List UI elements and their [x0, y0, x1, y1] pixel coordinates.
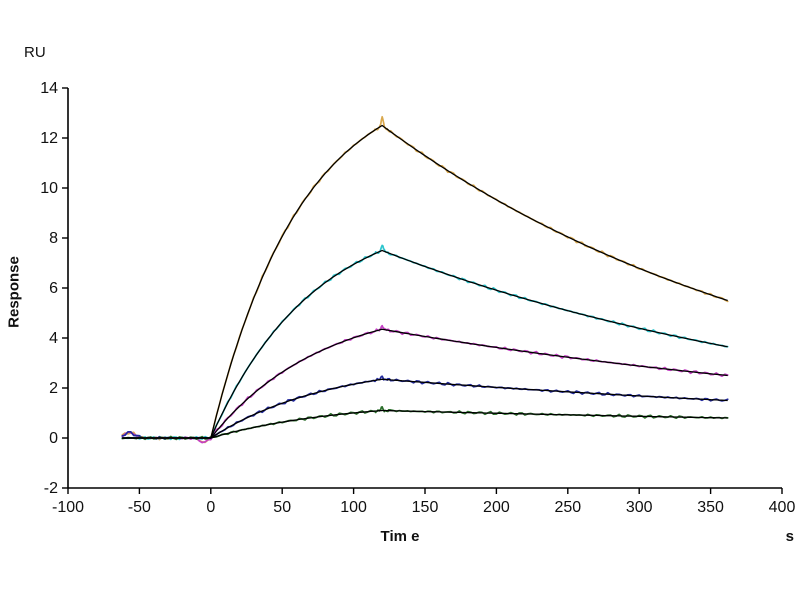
y-tick-label: 14	[40, 80, 58, 97]
x-tick-label: 400	[769, 499, 796, 516]
y-tick-label: 0	[49, 430, 58, 447]
x-tick-label: -100	[52, 499, 84, 516]
x-tick-label: 200	[483, 499, 510, 516]
y-tick-label: 10	[40, 180, 58, 197]
y-axis-title: Response	[5, 256, 23, 328]
y-tick-label: 8	[49, 230, 58, 247]
x-axis-title: Tim e	[380, 528, 420, 545]
x-tick-label: 0	[206, 499, 215, 516]
response-units-label: RU	[24, 44, 46, 61]
trace-series-1	[121, 115, 729, 444]
x-tick-label: 300	[626, 499, 653, 516]
y-tick-label: 4	[49, 330, 58, 347]
x-tick-label: 100	[340, 499, 367, 516]
fit-series-3	[122, 328, 728, 439]
trace-series-2	[121, 244, 729, 441]
fit-series-5	[122, 409, 728, 439]
x-tick-label: 150	[412, 499, 439, 516]
fit-series-4	[122, 378, 728, 439]
y-tick-label: -2	[44, 480, 58, 497]
y-tick-label: 2	[49, 380, 58, 397]
fit-series-1	[122, 124, 728, 439]
x-axis-unit: s	[785, 528, 794, 545]
fit-series-2	[122, 249, 728, 439]
x-tick-label: -50	[128, 499, 151, 516]
x-tick-label: 350	[697, 499, 724, 516]
y-tick-label: 12	[40, 130, 58, 147]
y-tick-label: 6	[49, 280, 58, 297]
trace-series-3	[121, 324, 729, 444]
x-tick-label: 50	[273, 499, 291, 516]
x-tick-label: 250	[554, 499, 581, 516]
